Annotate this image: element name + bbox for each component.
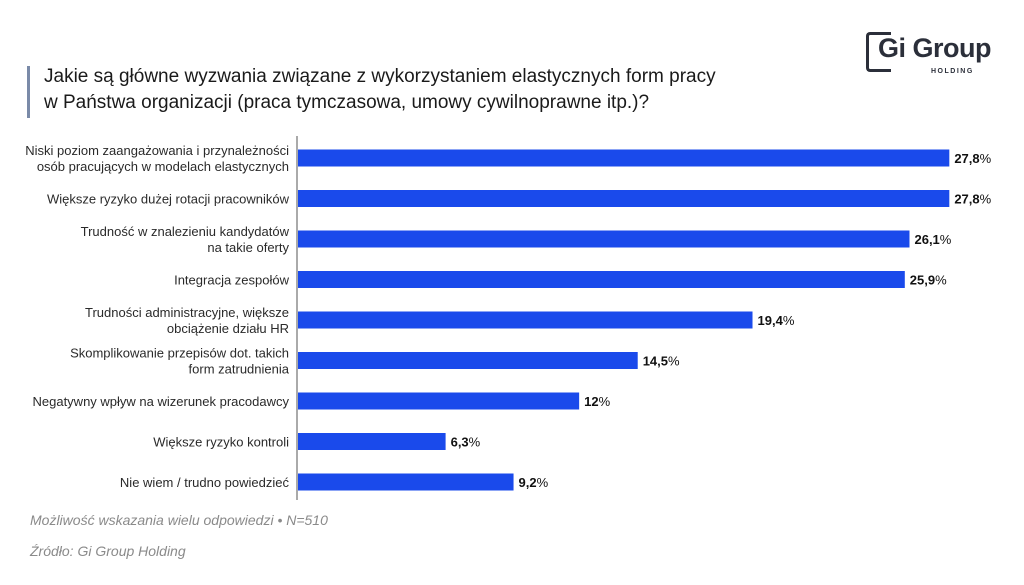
category-label-1: Niski poziom zaangażowania i przynależno… — [25, 143, 289, 174]
chart-source: Źródło: Gi Group Holding — [30, 543, 186, 559]
category-label-5: Trudności administracyjne, większe obciąż… — [85, 305, 289, 336]
title-accent-bar — [27, 66, 30, 118]
bar-7 — [298, 392, 580, 410]
gi-group-logo: Gi Group HOLDING — [866, 32, 996, 76]
value-label-7: 12% — [584, 394, 610, 409]
value-label-3: 26,1% — [914, 232, 951, 247]
chart-title-line-1: Jakie są główne wyzwania związane z wyko… — [44, 66, 716, 87]
value-label-6: 14,5% — [643, 354, 680, 369]
category-label-9: Nie wiem / trudno powiedzieć — [120, 475, 290, 490]
value-label-1: 27,8% — [954, 151, 991, 166]
bar-4 — [298, 271, 905, 288]
chart-title: Jakie są główne wyzwania związane z wyko… — [44, 64, 824, 116]
category-label-2: Większe ryzyko dużej rotacji pracowników — [47, 192, 290, 207]
value-label-8: 6,3% — [451, 435, 481, 450]
bar-5 — [298, 311, 753, 329]
chart-footnote: Możliwość wskazania wielu odpowiedzi • N… — [30, 512, 328, 528]
bar-9 — [298, 473, 514, 491]
logo-subtitle: HOLDING — [931, 68, 974, 75]
bar-8 — [298, 433, 446, 450]
value-label-4: 25,9% — [910, 273, 947, 288]
value-label-9: 9,2% — [519, 475, 549, 490]
category-label-7: Negatywny wpływ na wizerunek pracodawcy — [32, 394, 289, 409]
bar-2 — [298, 190, 950, 207]
logo-wordmark: Gi Group — [878, 33, 992, 63]
bar-6 — [298, 352, 638, 369]
value-label-5: 19,4% — [758, 313, 795, 328]
category-label-6: Skomplikowanie przepisów dot. takich form… — [70, 346, 290, 377]
chart-title-line-2: w Państwa organizacji (praca tymczasowa,… — [44, 92, 650, 113]
bar-1 — [298, 149, 950, 167]
category-label-8: Większe ryzyko kontroli — [153, 435, 289, 450]
logo-bracket — [866, 32, 891, 72]
value-label-2: 27,8% — [954, 192, 991, 207]
bar-3 — [298, 230, 910, 248]
category-label-4: Integracja zespołów — [174, 273, 290, 288]
category-label-3: Trudność w znalezieniu kandydatów na taki… — [81, 224, 290, 255]
